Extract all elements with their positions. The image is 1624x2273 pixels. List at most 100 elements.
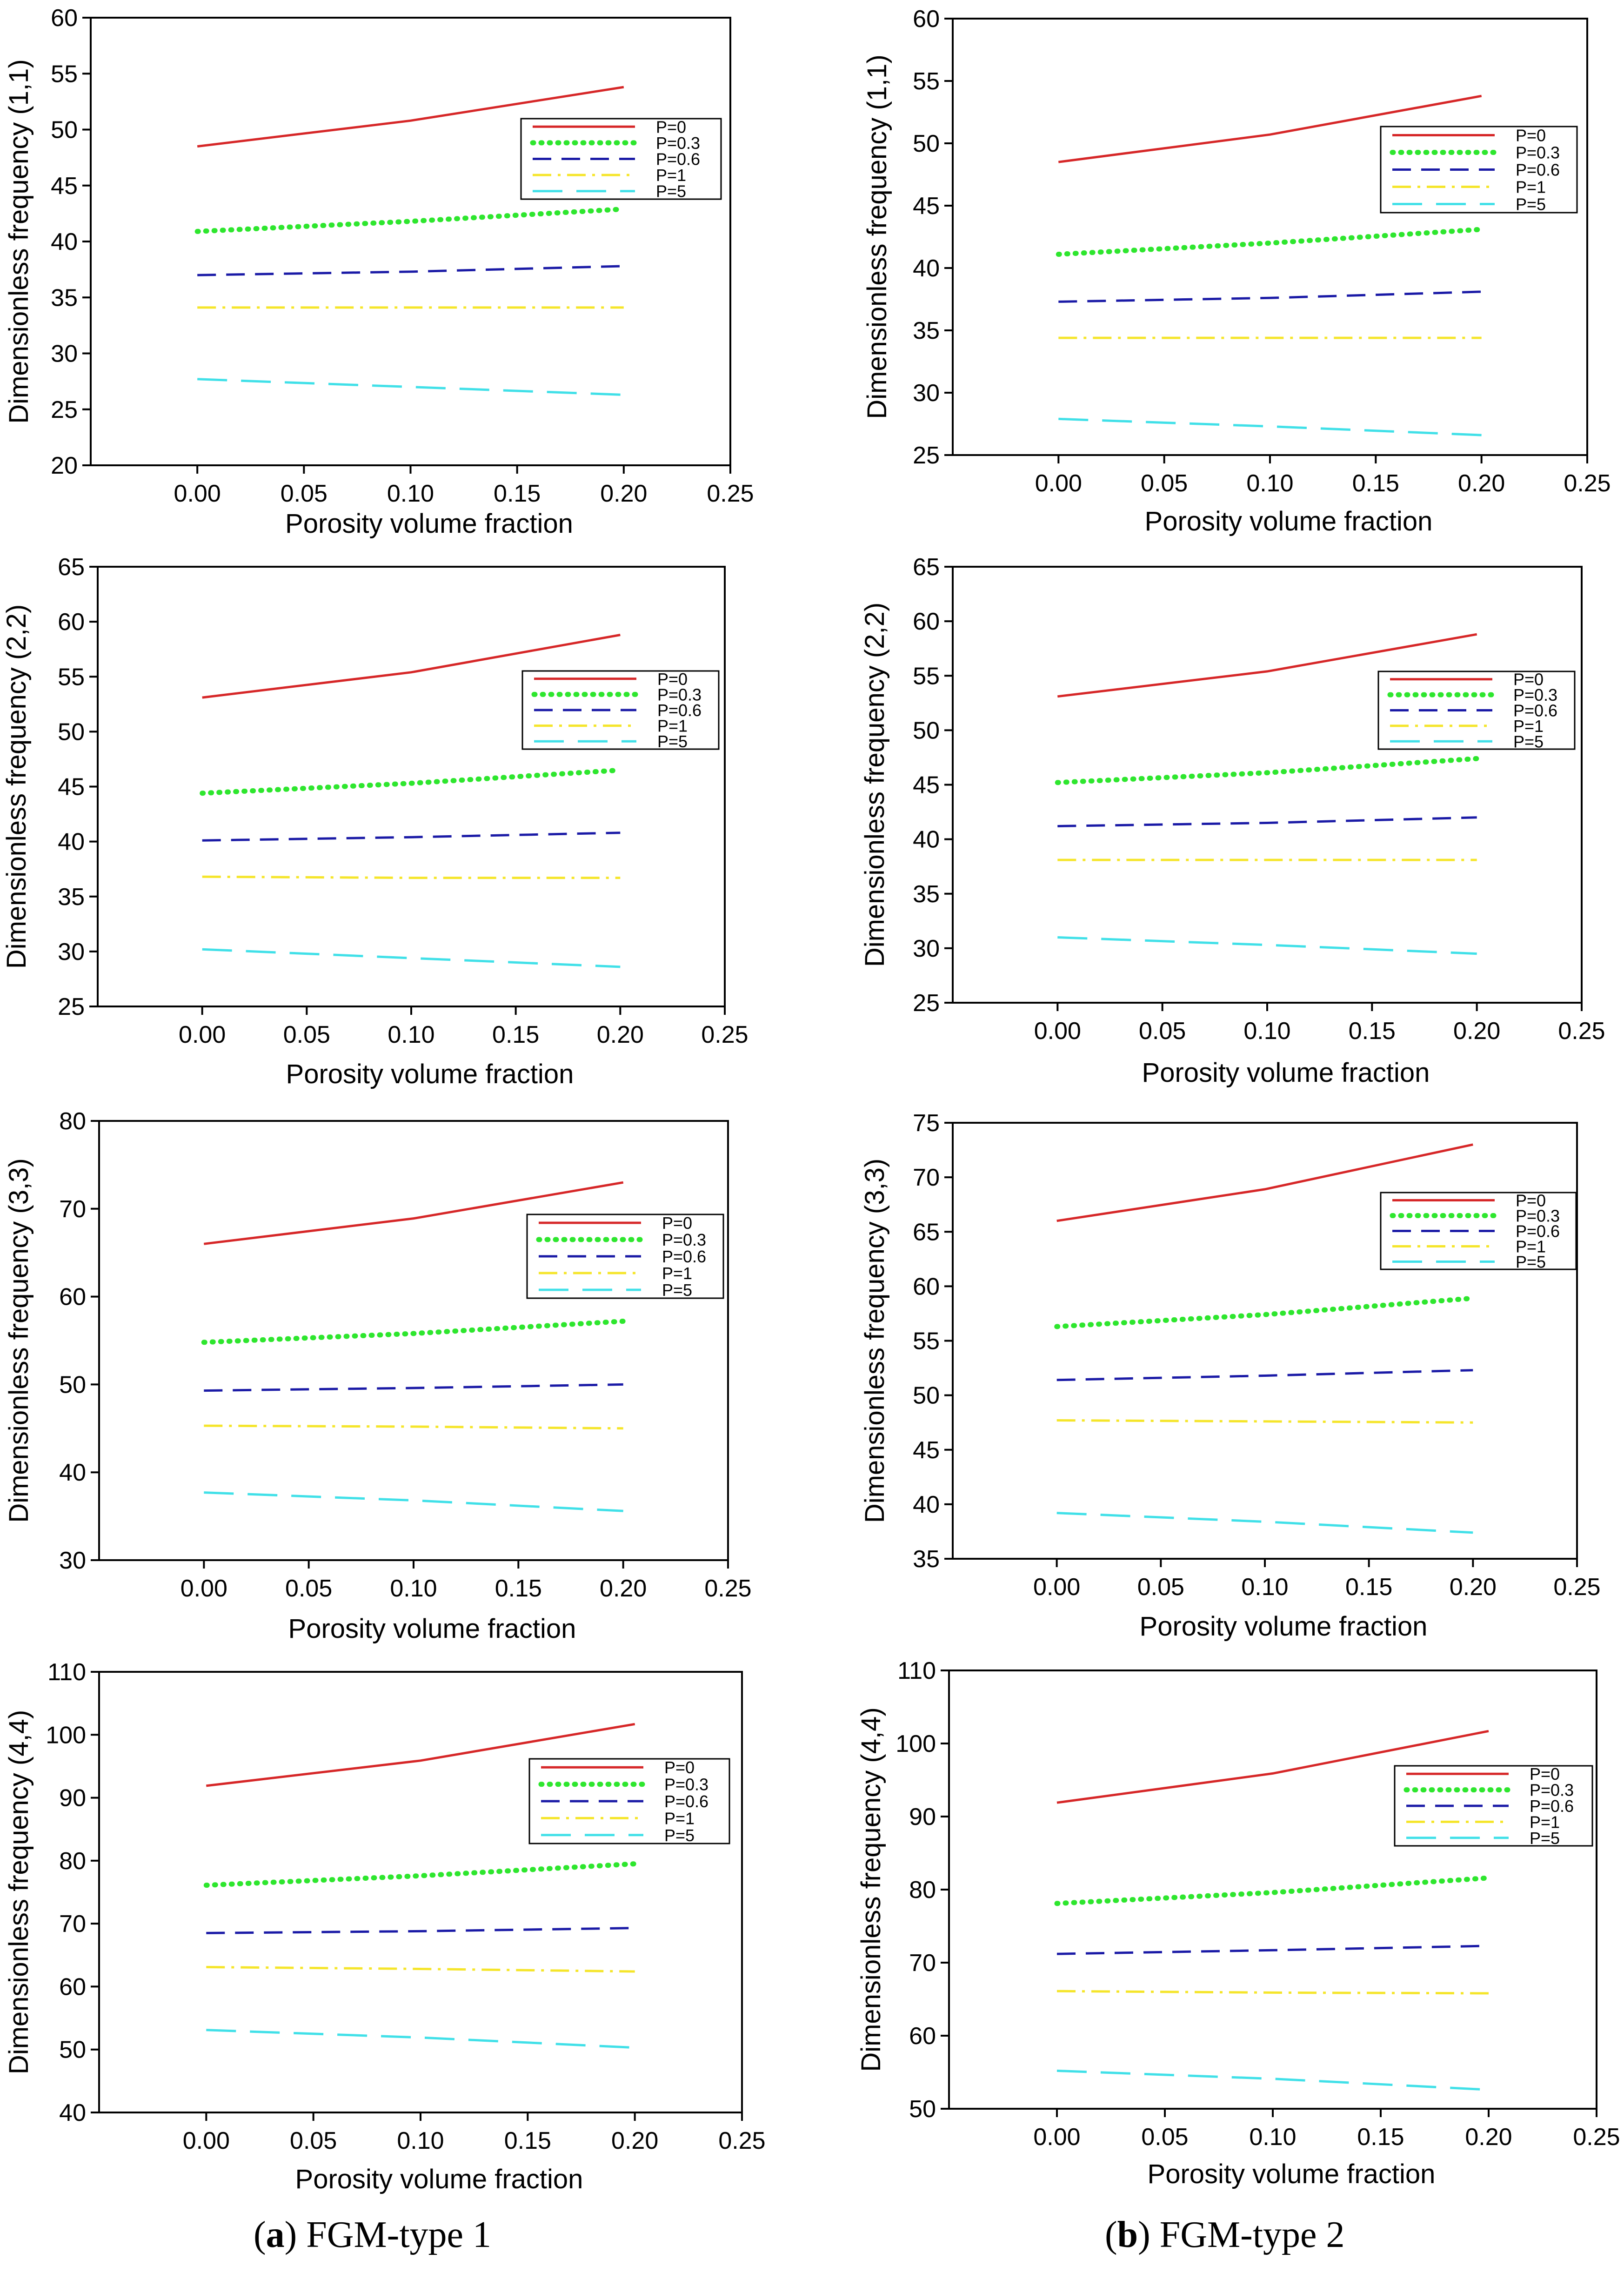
x-tick-label: 0.00: [180, 1575, 227, 1602]
chart-a2: 25 30 35 40 45 50 55 60 65 0.00 0.05 0.10 0.15 0.20 0.…: [1, 554, 749, 1089]
x-tick-label: 0.05: [1137, 1574, 1184, 1601]
x-tick-label: 0.25: [701, 1021, 748, 1048]
series-line-p-0: [202, 634, 621, 699]
y-tick-label: 60: [913, 608, 940, 635]
legend-label: P=0.3: [662, 1230, 706, 1249]
series-line-p-0: [1057, 633, 1477, 698]
plot-frame: [952, 18, 1588, 456]
y-tick-label: 25: [913, 990, 940, 1017]
legend-label: P=1: [662, 1264, 692, 1283]
legend-label: P=0.3: [1513, 685, 1557, 704]
legend-label: P=0.3: [1516, 143, 1560, 162]
x-tick-label: 0.20: [1465, 2124, 1512, 2151]
y-tick-label: 30: [59, 1547, 86, 1574]
legend-label: P=0.6: [662, 1247, 706, 1266]
x-tick-label: 0.00: [1035, 470, 1082, 497]
x-axis-label: Porosity volume fraction: [286, 1059, 574, 1089]
y-tick-label: 80: [59, 1108, 86, 1135]
chart-a1: 20 25 30 35 40 45 50 55 60 0.00 0.05 0.10 0.15 0.20 0.…: [4, 5, 754, 539]
y-tick-label: 40: [51, 228, 78, 255]
chart-b4: 50 60 70 80 90 100 110 0.00 0.05 0.10 0.15 0.20 0.25…: [856, 1657, 1620, 2189]
series-line-p-5: [204, 1491, 623, 1512]
y-tick-label: 55: [913, 663, 940, 690]
y-tick-label: 90: [909, 1804, 936, 1830]
x-tick-label: 0.10: [388, 1021, 434, 1048]
legend-label: P=0: [1516, 1191, 1546, 1210]
y-tick-label: 30: [913, 380, 940, 407]
x-tick-label: 0.15: [1349, 1018, 1396, 1045]
x-tick-label: 0.15: [1345, 1574, 1392, 1601]
series-line-p-0: [203, 1181, 624, 1245]
y-axis-label: Dimensionless frequency (3,3): [860, 1159, 890, 1523]
series-line-p-0-3: [201, 1319, 626, 1345]
legend-label: P=1: [1516, 178, 1546, 197]
series-line-p-5: [1056, 1512, 1473, 1534]
legend-label: P=1: [664, 1809, 695, 1828]
series-line-p-0: [1056, 1143, 1473, 1222]
x-axis-label: Porosity volume fraction: [1145, 506, 1433, 536]
x-tick-label: 0.10: [1241, 1574, 1288, 1601]
plot-frame: [97, 566, 726, 1007]
legend-label: P=0.3: [1530, 1781, 1574, 1800]
plot-frame: [952, 566, 1583, 1004]
y-tick-label: 30: [58, 939, 85, 966]
x-tick-label: 0.25: [707, 480, 754, 507]
series-line-p-0: [1058, 94, 1482, 163]
y-tick-label: 75: [913, 1110, 940, 1137]
chart-a3: 30 40 50 60 70 80 0.00 0.05 0.10 0.15 0.20 0.25 Poro…: [4, 1108, 752, 1644]
y-tick-label: 40: [913, 255, 940, 282]
x-tick-label: 0.10: [1246, 470, 1293, 497]
y-tick-label: 50: [58, 718, 85, 745]
legend-label: P=5: [1530, 1829, 1560, 1848]
x-tick-label: 0.25: [1564, 470, 1611, 497]
series-line-p-0-3: [1056, 227, 1484, 257]
x-tick-label: 0.00: [1033, 1574, 1080, 1601]
y-tick-label: 35: [913, 317, 940, 344]
series-line-p-0-6: [1057, 816, 1477, 827]
series-line-p-0-3: [194, 206, 627, 234]
legend-label: P=0.3: [664, 1775, 708, 1794]
legend-label: P=0.3: [1516, 1207, 1560, 1226]
y-tick-label: 45: [913, 772, 940, 799]
y-axis-label: Dimensionless frequency (2,2): [1, 604, 32, 969]
legend-label: P=0.6: [1516, 161, 1560, 180]
series-line-p-1: [202, 875, 621, 879]
y-tick-label: 50: [59, 2037, 86, 2064]
x-tick-label: 0.25: [1553, 1574, 1600, 1601]
y-tick-label: 25: [913, 442, 940, 469]
y-tick-label: 60: [913, 6, 940, 33]
x-tick-label: 0.25: [704, 1575, 751, 1602]
x-tick-label: 0.00: [1034, 1018, 1081, 1045]
y-tick-label: 110: [47, 1659, 86, 1686]
x-tick-label: 0.20: [600, 1575, 647, 1602]
y-tick-label: 25: [58, 993, 85, 1020]
x-tick-label: 0.20: [611, 2127, 658, 2154]
x-axis-label: Porosity volume fraction: [295, 2164, 583, 2194]
legend-label: P=1: [657, 717, 688, 736]
y-axis-label: Dimensionless frequency (1,1): [4, 59, 34, 423]
legend-label: P=5: [664, 1826, 695, 1845]
y-axis-label: Dimensionless frequency (2,2): [860, 603, 890, 967]
x-tick-label: 0.05: [1139, 1018, 1186, 1045]
series-line-p-5: [197, 378, 624, 396]
x-tick-label: 0.15: [504, 2127, 551, 2154]
legend-label: P=5: [656, 182, 686, 201]
plot-frame: [98, 1120, 729, 1561]
y-tick-label: 40: [913, 826, 940, 853]
plot-frame: [948, 1670, 1597, 2110]
y-tick-label: 100: [896, 1730, 936, 1757]
x-tick-label: 0.20: [1450, 1574, 1497, 1601]
chart-b3: 35 40 45 50 55 60 65 70 75 0.00 0.05 0.10 0.15 0.20 0.…: [860, 1110, 1601, 1642]
legend-label: P=0.6: [656, 150, 700, 169]
series-line-p-0-6: [206, 1927, 635, 1934]
y-tick-label: 30: [51, 341, 78, 368]
legend-label: P=5: [662, 1281, 692, 1300]
x-tick-label: 0.10: [1243, 1018, 1290, 1045]
legend-label: P=0: [1516, 126, 1546, 145]
series-line-p-0-3: [200, 767, 623, 796]
x-axis-label: Porosity volume fraction: [1148, 2159, 1436, 2189]
plot-frame: [90, 17, 731, 466]
legend-label: P=1: [1513, 717, 1544, 736]
legend-label: P=0: [657, 670, 688, 689]
